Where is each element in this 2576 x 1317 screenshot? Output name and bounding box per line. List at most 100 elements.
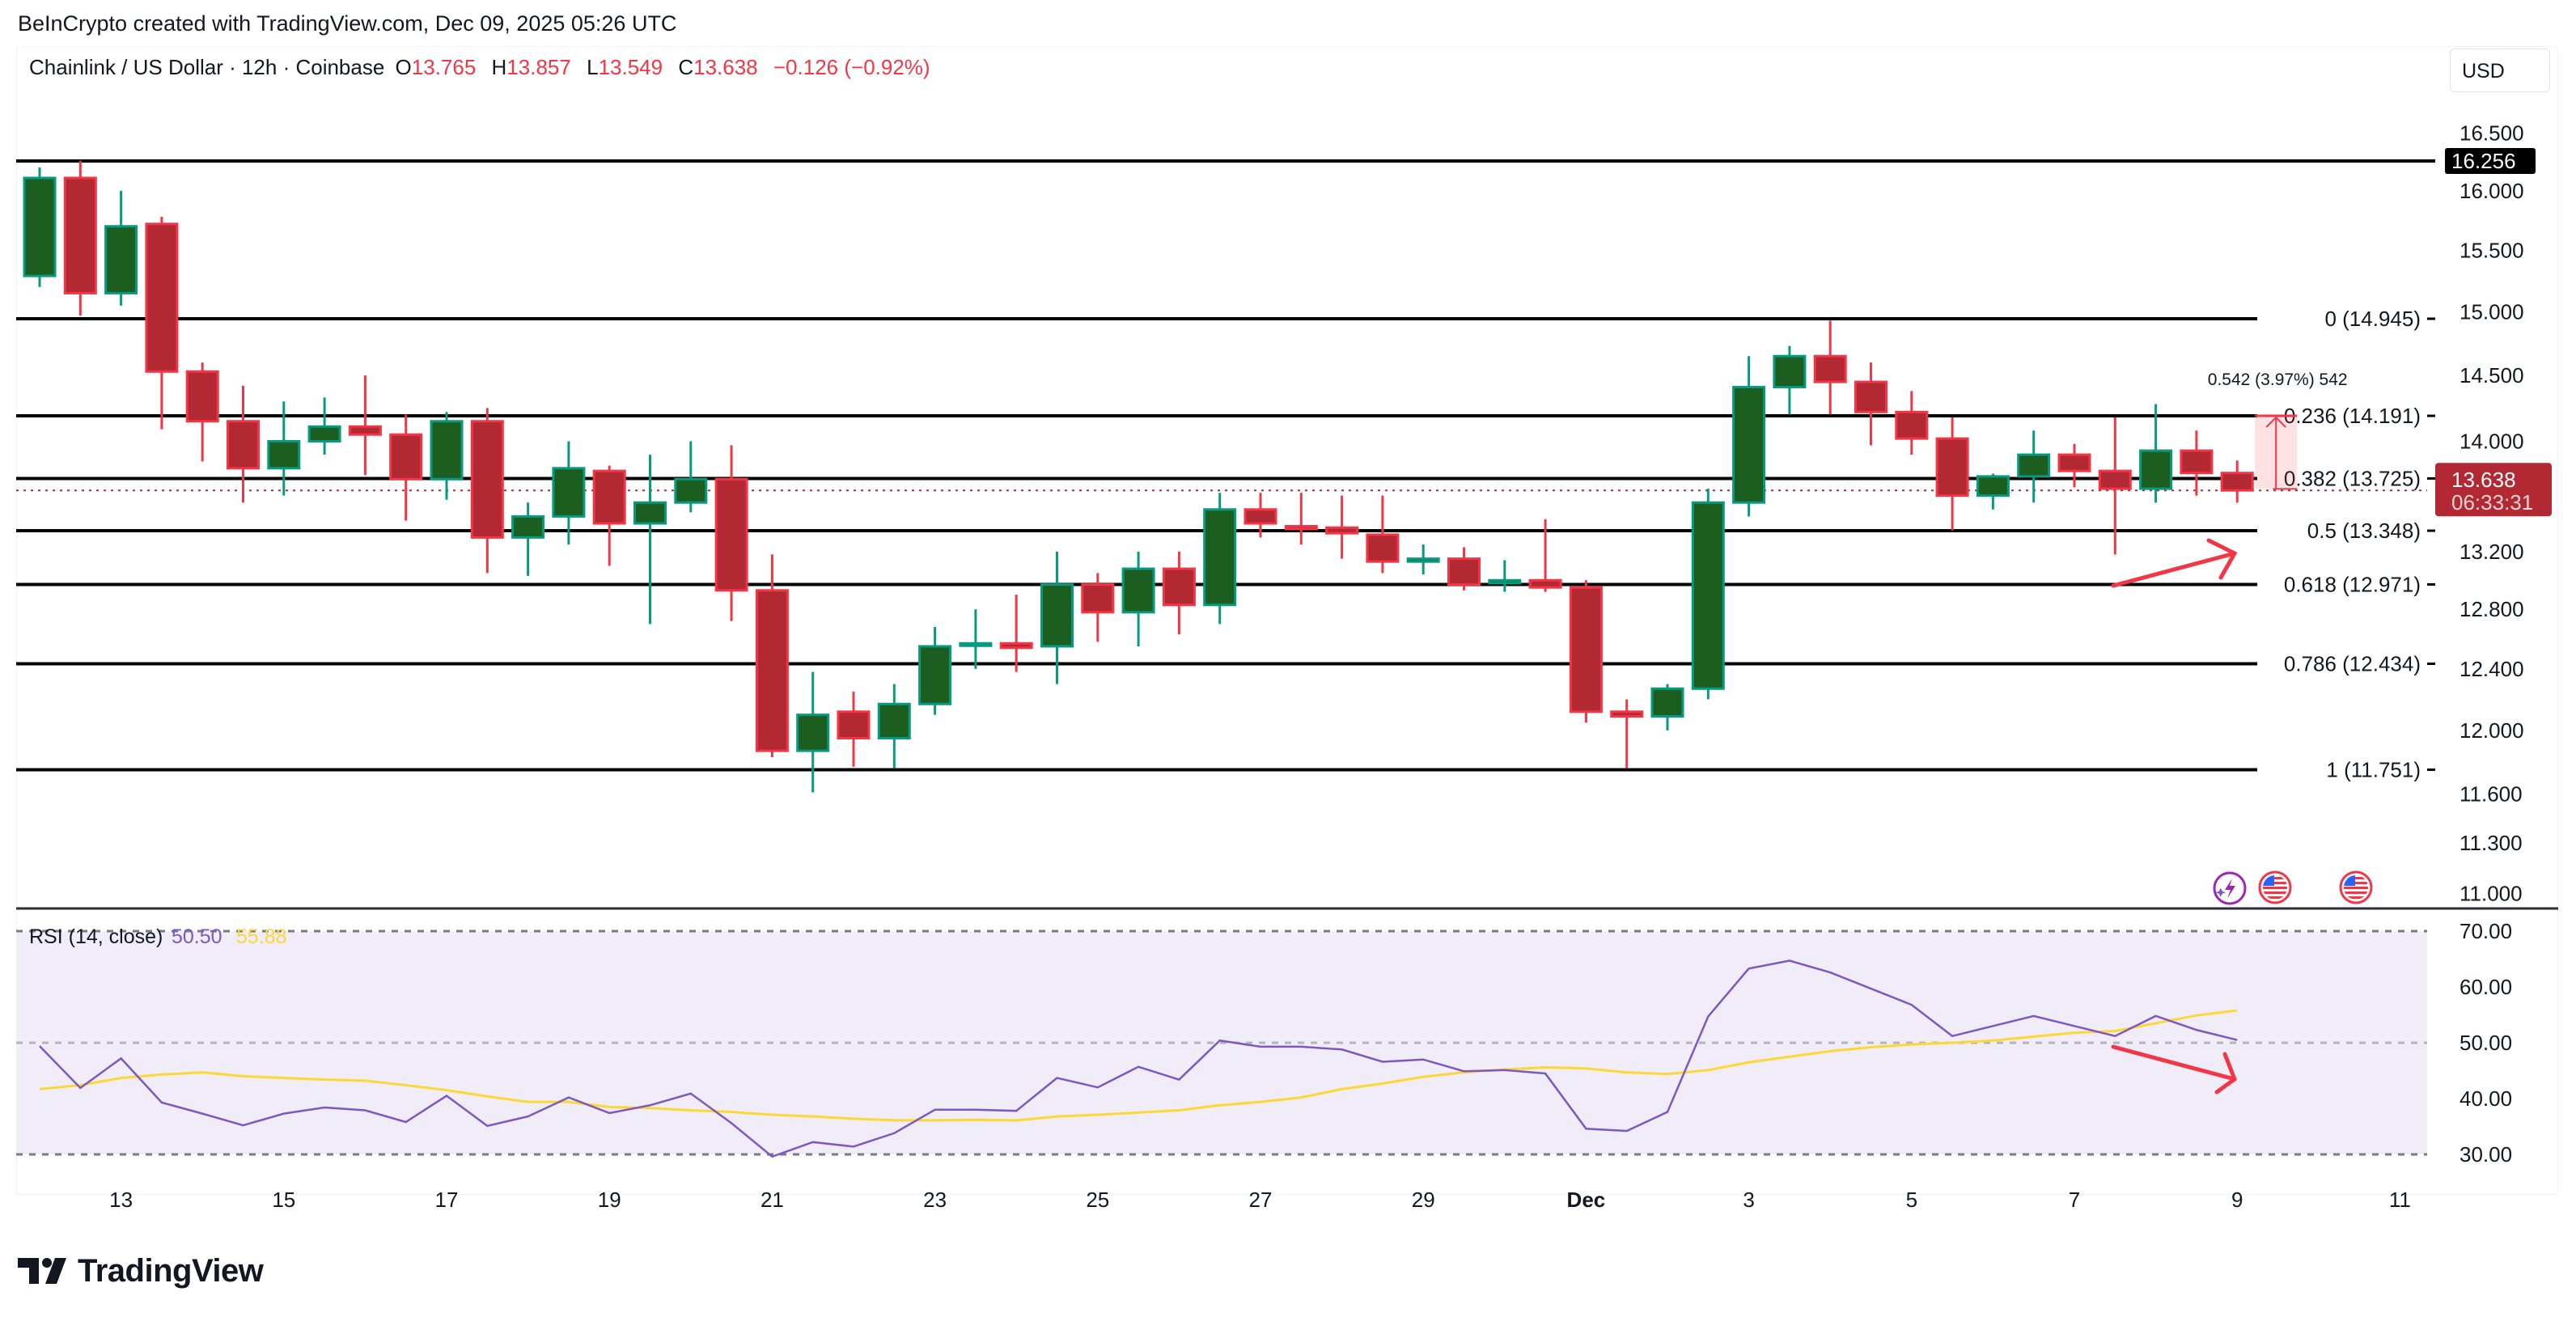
candle-body	[999, 642, 1033, 650]
candle	[430, 412, 464, 500]
time-tick-label: 29	[1412, 1188, 1435, 1212]
rsi-tick-label: 30.00	[2459, 1142, 2512, 1167]
rsi-title: RSI (14, close)	[29, 925, 163, 948]
price-tick-label: 11.600	[2459, 781, 2523, 806]
fib-level-label: 0.786 (12.434)	[2284, 651, 2421, 675]
candle	[674, 441, 708, 513]
low-label: L	[587, 55, 599, 79]
candle-body	[2180, 449, 2214, 475]
rsi-tick-label: 60.00	[2459, 975, 2512, 999]
last-price-label: 13.638	[2451, 468, 2516, 492]
last-price-tag	[2435, 463, 2552, 517]
candle	[267, 401, 301, 496]
symbol-title[interactable]: Chainlink / US Dollar · 12h · Coinbase	[29, 55, 385, 79]
candle-body	[2220, 472, 2254, 492]
candle	[1244, 493, 1277, 538]
price-tick-label: 14.500	[2459, 363, 2524, 387]
candle	[959, 609, 993, 669]
measure-arrow-up-icon	[2265, 416, 2286, 428]
candle-body	[145, 222, 179, 373]
ohlc-open: O13.765	[396, 55, 481, 79]
fib-level-label: 1 (11.751)	[2326, 757, 2421, 781]
us-flag-icon[interactable]	[2339, 870, 2373, 904]
top-level-price-tag	[2445, 148, 2536, 175]
price-tick-label: 16.500	[2459, 121, 2524, 146]
candle	[511, 502, 545, 576]
us-flag-icon[interactable]	[2258, 870, 2292, 904]
price-tick-label: 14.000	[2459, 429, 2524, 453]
time-tick-label: 7	[2069, 1188, 2080, 1212]
candle	[1325, 495, 1359, 559]
candle-body	[1569, 586, 1603, 714]
time-tick-label: 15	[272, 1188, 295, 1212]
candle	[145, 216, 179, 430]
candle	[104, 190, 138, 306]
close-label: C	[678, 55, 694, 79]
candle-body	[1528, 578, 1562, 589]
candle	[1203, 493, 1237, 625]
lightning-icon[interactable]	[2213, 871, 2247, 905]
watermark-text: BeInCrypto created with TradingView.com,…	[18, 11, 677, 36]
fibonacci-retracement[interactable]: 0 (14.945) 0.236 (14.191) 0.382 (13.725) 0.…	[16, 159, 2435, 781]
price-tick-label: 13.200	[2459, 540, 2524, 564]
time-tick-label: 13	[109, 1188, 133, 1212]
high-value: 13.857	[506, 55, 571, 79]
price-tick-label: 15.000	[2459, 299, 2524, 324]
annotations[interactable]: 0.542 (3.97%) 542	[2111, 371, 2348, 1095]
candle-body	[633, 501, 667, 525]
candle-body	[63, 176, 97, 294]
candle	[755, 554, 789, 757]
candle-body	[2098, 469, 2132, 490]
candle-body	[1162, 567, 1196, 607]
time-tick-label: 5	[1906, 1188, 1917, 1212]
candle-body	[104, 225, 138, 294]
fib-level-label: 0.618 (12.971)	[2284, 572, 2421, 596]
candle	[837, 692, 871, 767]
candle-body	[1650, 687, 1684, 718]
candle	[1569, 580, 1603, 723]
axes: 16.500 16.000 15.500 15.000 14.500 14.000 13.2…	[109, 121, 2552, 1212]
candle-body	[348, 425, 382, 436]
time-tick-label: Dec	[1567, 1188, 1606, 1212]
time-tick-label: 27	[1249, 1188, 1273, 1212]
candle	[1406, 544, 1440, 575]
candle	[389, 414, 423, 521]
candle	[2017, 430, 2051, 503]
candle-body	[674, 477, 708, 504]
bar-countdown-label: 06:33:31	[2451, 490, 2533, 515]
candle-body	[430, 420, 464, 481]
rsi-value: 50.50	[172, 925, 222, 948]
high-label: H	[491, 55, 507, 79]
trend-up-arrow-icon	[2111, 538, 2238, 588]
time-tick-label: 11	[2389, 1188, 2411, 1212]
open-value: 13.765	[411, 55, 477, 79]
fib-level-label: 0.382 (13.725)	[2284, 466, 2421, 490]
ohlc-high: H13.857	[492, 55, 576, 79]
candle	[1488, 560, 1522, 592]
time-tick-label: 9	[2231, 1188, 2243, 1212]
rsi-line	[39, 959, 2238, 1158]
currency-button[interactable]: USD	[2450, 49, 2550, 92]
candle	[877, 684, 911, 769]
candle-body	[959, 642, 993, 647]
candle-body	[307, 425, 341, 443]
tradingview-logo[interactable]: TradingView	[18, 1252, 264, 1289]
candle	[999, 595, 1033, 672]
candle-body	[1854, 380, 1888, 413]
candle	[918, 627, 952, 715]
candle	[1935, 417, 1969, 531]
candle-body	[837, 710, 871, 740]
price-tick-label: 12.800	[2459, 597, 2524, 621]
price-tick-label: 11.300	[2459, 831, 2523, 855]
candle	[1284, 493, 1318, 545]
candle	[348, 375, 382, 476]
trend-down-arrow-icon	[2111, 1044, 2238, 1095]
candle	[470, 408, 504, 574]
symbol-legend: Chainlink / US Dollar · 12h · Coinbase O…	[29, 55, 935, 80]
top-level-price-label: 16.256	[2451, 149, 2516, 173]
candle-body	[1895, 410, 1929, 440]
candle-body	[1040, 583, 1074, 648]
candle-body	[755, 589, 789, 752]
rsi-ma-line	[39, 1009, 2238, 1122]
